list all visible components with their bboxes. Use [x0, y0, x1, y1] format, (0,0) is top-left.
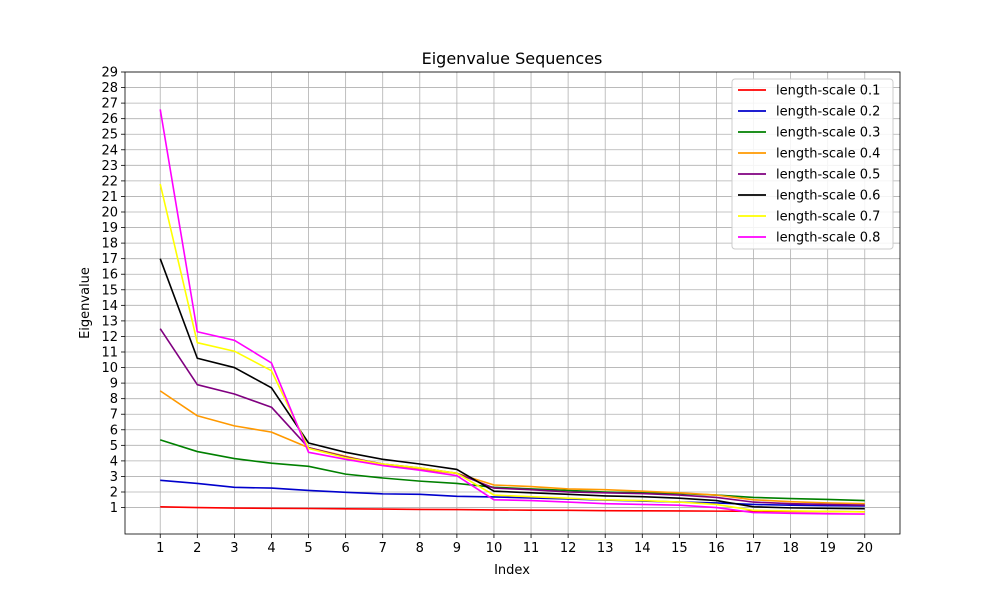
y-tick-label: 6	[110, 423, 118, 438]
x-tick-label: 20	[856, 541, 873, 556]
y-axis-label: Eigenvalue	[78, 267, 93, 339]
legend-label-6: length-scale 0.6	[776, 189, 880, 204]
y-tick-label: 28	[101, 81, 118, 96]
series-line-8	[159, 109, 865, 515]
y-tick-label: 3	[110, 470, 118, 485]
x-tick-label: 16	[708, 541, 725, 556]
legend: length-scale 0.1 length-scale 0.2 length-s…	[731, 78, 894, 250]
y-tick-label: 20	[101, 206, 118, 221]
y-axis-ticks: 1234567891011121314151617181920212223242…	[101, 66, 125, 516]
y-tick-label: 18	[101, 237, 118, 252]
series-line-7	[159, 183, 865, 513]
y-tick-label: 4	[110, 454, 118, 469]
legend-label-2: length-scale 0.2	[776, 105, 880, 120]
y-tick-label: 29	[101, 66, 118, 81]
y-tick-label: 19	[101, 221, 118, 236]
y-tick-label: 9	[110, 377, 118, 392]
y-tick-label: 25	[101, 128, 118, 143]
y-tick-label: 17	[101, 252, 118, 267]
x-tick-label: 17	[745, 541, 762, 556]
y-tick-label: 16	[101, 268, 118, 283]
x-tick-label: 4	[267, 541, 275, 556]
x-tick-label: 12	[560, 541, 577, 556]
y-tick-label: 15	[101, 283, 118, 298]
legend-label-4: length-scale 0.4	[776, 147, 880, 162]
x-tick-label: 1	[156, 541, 164, 556]
x-tick-label: 10	[486, 541, 503, 556]
y-tick-label: 27	[101, 97, 118, 112]
x-tick-label: 3	[230, 541, 238, 556]
legend-label-5: length-scale 0.5	[776, 168, 880, 183]
chart-title: Eigenvalue Sequences	[422, 49, 603, 68]
legend-box	[731, 78, 894, 250]
x-tick-label: 9	[453, 541, 461, 556]
series-line-5	[159, 328, 865, 507]
x-tick-label: 19	[819, 541, 836, 556]
legend-label-8: length-scale 0.8	[776, 231, 880, 246]
series-lines	[159, 109, 865, 515]
x-axis-ticks: 1 2 3 4 5 6 7 8 9 10 11 12 13 14 15 16 17 18 19 20	[156, 534, 873, 556]
legend-label-3: length-scale 0.3	[776, 126, 880, 141]
plot-area-frame	[124, 71, 901, 535]
y-tick-label: 2	[110, 486, 118, 501]
x-axis-label: Index	[494, 563, 530, 578]
x-tick-label: 18	[782, 541, 799, 556]
y-tick-label: 24	[101, 143, 118, 158]
x-tick-label: 5	[304, 541, 312, 556]
y-tick-label: 21	[101, 190, 118, 205]
y-tick-label: 14	[101, 299, 118, 314]
legend-label-7: length-scale 0.7	[776, 210, 880, 225]
x-tick-label: 2	[193, 541, 201, 556]
y-tick-label: 22	[101, 174, 118, 189]
y-tick-label: 7	[110, 408, 118, 423]
legend-label-1: length-scale 0.1	[776, 84, 880, 99]
x-tick-label: 15	[671, 541, 688, 556]
y-tick-label: 23	[101, 159, 118, 174]
y-tick-label: 5	[110, 439, 118, 454]
x-tick-label: 11	[523, 541, 540, 556]
y-tick-label: 1	[110, 501, 118, 516]
x-tick-label: 8	[416, 541, 424, 556]
series-line-2	[160, 479, 865, 507]
y-tick-label: 12	[101, 330, 118, 345]
x-tick-label: 6	[341, 541, 349, 556]
y-tick-label: 26	[101, 112, 118, 127]
series-line-6	[159, 258, 865, 510]
y-tick-label: 10	[101, 361, 118, 376]
x-tick-label: 13	[597, 541, 614, 556]
y-tick-label: 8	[110, 392, 118, 407]
x-tick-label: 14	[634, 541, 651, 556]
y-tick-label: 13	[101, 314, 118, 329]
legend-entries: length-scale 0.1 length-scale 0.2 length-s…	[738, 84, 880, 246]
series-line-4	[159, 390, 865, 505]
y-tick-label: 11	[101, 346, 118, 361]
x-tick-label: 7	[379, 541, 387, 556]
